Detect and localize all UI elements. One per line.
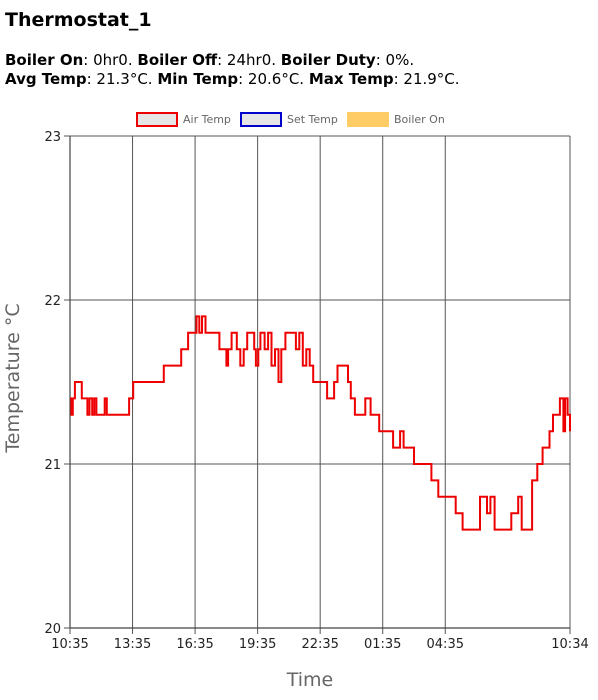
x-tick-label: 01:35: [364, 637, 401, 652]
x-tick-label: 19:35: [239, 637, 276, 652]
y-axis-title: Temperature °C: [2, 303, 24, 453]
max-temp-value: : 21.9°C.: [393, 70, 460, 88]
chart-legend[interactable]: Air Temp Set Temp Boiler On: [136, 112, 445, 127]
x-tick-label: 04:35: [427, 637, 464, 652]
legend-swatch-set-temp[interactable]: [240, 112, 282, 127]
y-tick-label: 23: [44, 130, 61, 145]
boiler-on-value: : 0hr0.: [83, 51, 133, 69]
min-temp-label: Min Temp: [157, 70, 239, 88]
boiler-off-label: Boiler Off: [137, 51, 218, 69]
avg-temp-label: Avg Temp: [5, 70, 87, 88]
max-temp-label: Max Temp: [308, 70, 394, 88]
x-axis-title: Time: [286, 669, 334, 691]
y-tick-label: 22: [44, 294, 61, 309]
boiler-off-value: : 24hr0.: [217, 51, 277, 69]
chart-grid: [64, 135, 571, 634]
avg-temp-value: : 21.3°C.: [86, 70, 153, 88]
summary-line-boiler: Boiler On: 0hr0. Boiler Off: 24hr0. Boil…: [5, 51, 414, 69]
chart-axes: [69, 136, 570, 629]
summary-line-temperature: Avg Temp: 21.3°C. Min Temp: 20.6°C. Max …: [5, 70, 460, 88]
y-tick-label: 20: [44, 622, 61, 637]
x-tick-label: 10:35: [51, 637, 88, 652]
chart-axis-labels: 20 21 22 23 10:35 13:35 16:35 19:35 22:35 01:35 04…: [2, 130, 589, 691]
boiler-duty-value: : 0%.: [375, 51, 415, 69]
legend-label-air-temp[interactable]: Air Temp: [183, 113, 231, 126]
x-tick-label: 10:34: [551, 637, 588, 652]
legend-swatch-boiler-on[interactable]: [347, 112, 389, 127]
chart-series: [70, 315, 571, 531]
boiler-duty-label: Boiler Duty: [280, 51, 376, 69]
x-tick-label: 13:35: [114, 637, 151, 652]
min-temp-value: : 20.6°C.: [238, 70, 305, 88]
page-title: Thermostat_1: [5, 9, 152, 31]
x-tick-label: 22:35: [301, 637, 338, 652]
y-tick-label: 21: [44, 458, 61, 473]
legend-label-set-temp[interactable]: Set Temp: [287, 113, 338, 126]
x-tick-label: 16:35: [176, 637, 213, 652]
boiler-on-label: Boiler On: [5, 51, 84, 69]
legend-swatch-air-temp[interactable]: [136, 112, 178, 127]
legend-label-boiler-on[interactable]: Boiler On: [394, 113, 445, 126]
series-line-air-temp: [70, 315, 571, 531]
